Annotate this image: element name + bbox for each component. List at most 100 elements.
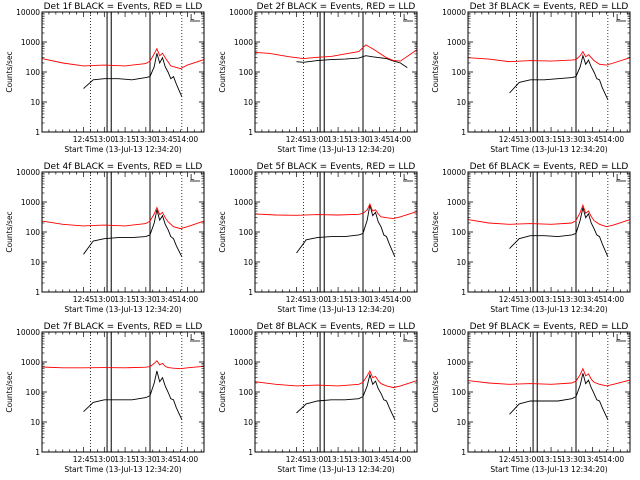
y-axis-label: Counts/sec	[431, 211, 440, 252]
series-line-lld	[41, 206, 205, 230]
series-line-events	[509, 54, 609, 100]
x-tick-label: 13:15	[114, 135, 136, 144]
y-tick-label: 100	[239, 388, 254, 397]
x-tick-label: 14:00	[177, 295, 199, 304]
y-tick-label: 10	[30, 98, 40, 107]
series-line-lld	[467, 203, 631, 228]
plot-frame	[254, 11, 418, 133]
corner-marker: L	[616, 13, 621, 22]
x-tick-label: 13:00	[93, 135, 115, 144]
x-tick-label: 13:15	[327, 135, 349, 144]
y-tick-label: 100	[239, 228, 254, 237]
panel-title: Det 1f BLACK = Events, RED = LLD	[44, 2, 203, 12]
x-tick-label: 13:15	[114, 455, 136, 464]
corner-marker: L	[403, 13, 408, 22]
y-axis-label: Counts/sec	[5, 211, 14, 252]
y-tick-label: 1000	[447, 198, 466, 207]
x-tick-label: 14:00	[390, 135, 412, 144]
x-tick-label: 13:45	[582, 455, 604, 464]
y-tick-label: 10000	[16, 328, 40, 337]
x-tick-label: 13:00	[306, 455, 328, 464]
y-tick-label: 1	[248, 288, 253, 297]
y-tick-label: 100	[26, 388, 41, 397]
x-tick-label: 13:30	[135, 135, 157, 144]
x-axis-label: Start Time (13-Jul-13 12:34:20)	[64, 145, 181, 154]
x-axis-label: Start Time (13-Jul-13 12:34:20)	[64, 305, 181, 314]
y-tick-label: 10000	[229, 8, 253, 17]
y-tick-label: 1000	[21, 38, 40, 47]
corner-marker: L	[616, 333, 621, 342]
x-tick-label: 13:15	[327, 295, 349, 304]
x-tick-label: 12:45	[286, 135, 308, 144]
series-line-lld	[467, 50, 631, 66]
panel-title: Det 2f BLACK = Events, RED = LLD	[257, 2, 416, 12]
x-axis-label: Start Time (13-Jul-13 12:34:20)	[490, 465, 607, 474]
series-line-lld	[254, 369, 418, 389]
y-tick-label: 100	[452, 388, 467, 397]
y-tick-label: 10	[456, 98, 466, 107]
panel-title: Det 9f BLACK = Events, RED = LLD	[470, 322, 629, 332]
series-line-lld	[254, 44, 418, 62]
y-tick-label: 10	[456, 258, 466, 267]
x-tick-label: 12:45	[73, 135, 95, 144]
y-tick-label: 1	[35, 128, 40, 137]
x-axis-label: Start Time (13-Jul-13 12:34:20)	[64, 465, 181, 474]
x-tick-label: 13:15	[540, 455, 562, 464]
corner-marker: L	[403, 173, 408, 182]
corner-marker: L	[190, 173, 195, 182]
y-tick-label: 10000	[442, 328, 466, 337]
plot-frame	[254, 331, 418, 453]
x-tick-label: 13:30	[561, 135, 583, 144]
panel-title: Det 4f BLACK = Events, RED = LLD	[44, 162, 203, 172]
x-tick-label: 14:00	[603, 295, 625, 304]
x-tick-label: 13:45	[369, 295, 391, 304]
x-tick-label: 13:15	[540, 135, 562, 144]
x-tick-label: 13:00	[519, 455, 541, 464]
x-tick-label: 14:00	[177, 135, 199, 144]
x-axis-label: Start Time (13-Jul-13 12:34:20)	[277, 145, 394, 154]
x-tick-label: 14:00	[390, 455, 412, 464]
x-tick-label: 13:45	[369, 455, 391, 464]
y-tick-label: 10	[30, 418, 40, 427]
y-tick-label: 100	[452, 68, 467, 77]
plot-frame	[467, 171, 631, 293]
y-tick-label: 10000	[442, 168, 466, 177]
series-line-events	[83, 53, 183, 97]
series-line-events	[296, 55, 408, 68]
plot-frame	[41, 171, 205, 293]
x-tick-label: 13:00	[93, 455, 115, 464]
y-tick-label: 1000	[21, 358, 40, 367]
y-tick-label: 100	[239, 68, 254, 77]
x-tick-label: 14:00	[390, 295, 412, 304]
y-axis-label: Counts/sec	[218, 371, 227, 412]
y-tick-label: 1000	[234, 358, 253, 367]
y-axis-label: Counts/sec	[431, 371, 440, 412]
x-tick-label: 13:00	[519, 135, 541, 144]
series-line-lld	[41, 47, 205, 70]
x-tick-label: 12:45	[73, 295, 95, 304]
y-axis-label: Counts/sec	[5, 371, 14, 412]
plot-frame	[467, 11, 631, 133]
series-line-events	[509, 207, 609, 257]
y-tick-label: 10	[243, 258, 253, 267]
y-tick-label: 1	[248, 448, 253, 457]
y-tick-label: 10000	[229, 168, 253, 177]
x-tick-label: 14:00	[603, 135, 625, 144]
y-tick-label: 10000	[16, 168, 40, 177]
corner-marker: L	[403, 333, 408, 342]
y-tick-label: 10	[456, 418, 466, 427]
y-tick-label: 1000	[447, 38, 466, 47]
series-line-lld	[254, 202, 418, 220]
y-tick-label: 1	[461, 128, 466, 137]
x-tick-label: 13:45	[582, 295, 604, 304]
x-tick-label: 13:30	[135, 295, 157, 304]
x-axis-label: Start Time (13-Jul-13 12:34:20)	[490, 305, 607, 314]
x-tick-label: 12:45	[499, 135, 521, 144]
